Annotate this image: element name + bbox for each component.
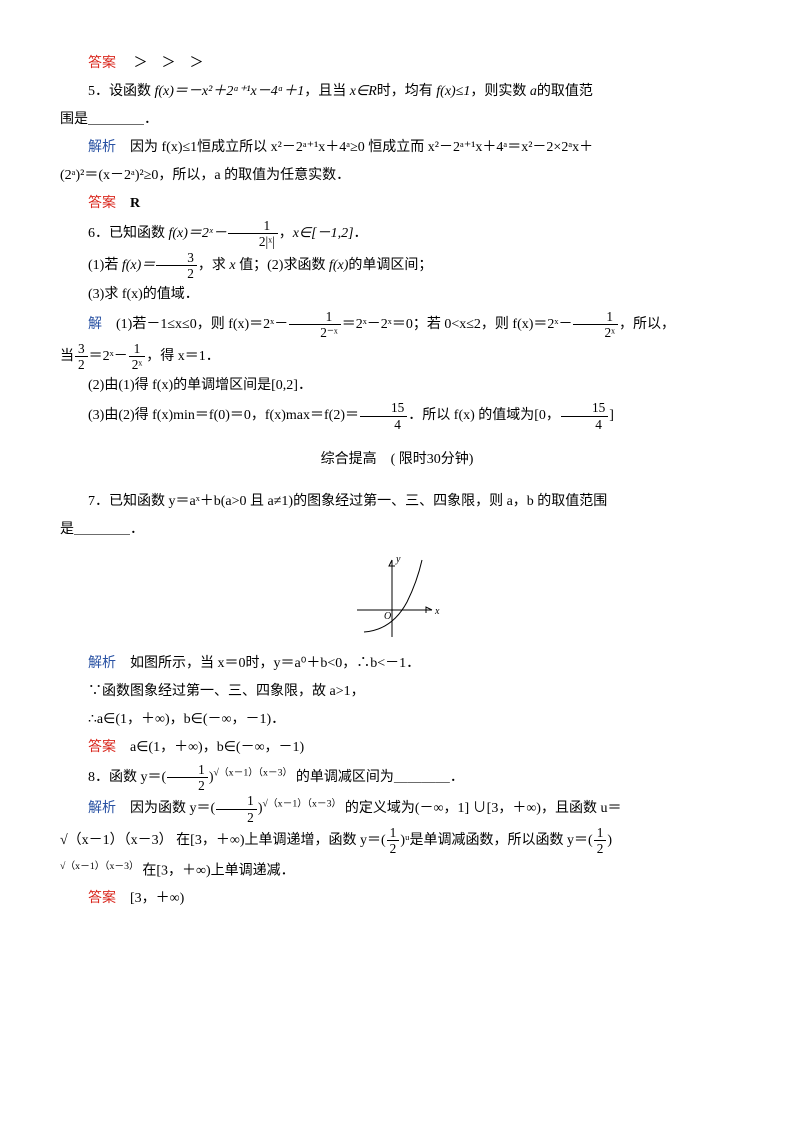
section-header: 综合提高 ( 限时30分钟) xyxy=(60,446,734,474)
p6-sol-3: (3)由(2)得 f(x)min＝f(0)＝0，f(x)max＝f(2)＝154… xyxy=(60,400,734,432)
fraction: 12 xyxy=(216,793,257,825)
p5-stem-line2: 围是＿＿＿＿． xyxy=(60,106,734,134)
p6-stem: 6．已知函数 f(x)＝2ˣ－12|ˣ|，x∈[－1,2]． xyxy=(60,218,734,250)
solution-label: 解 xyxy=(88,317,102,332)
svg-text:x: x xyxy=(434,606,440,617)
p4-answer: 答案 ＞ ＞ ＞ xyxy=(60,50,734,78)
fraction: 12 xyxy=(387,825,400,857)
p6-num: 6． xyxy=(88,226,109,241)
p8-ana-l1: 解析 因为函数 y＝(12)√（x－1）（x－3） 的定义域为(－∞，1] ∪[… xyxy=(60,793,734,825)
p7-num: 7． xyxy=(88,494,109,509)
fraction: 12⁻ˣ xyxy=(289,309,341,341)
p6-sol-l2: 当32＝2ˣ－12ˣ，得 x＝1． xyxy=(60,341,734,373)
analysis-label: 解析 xyxy=(88,140,116,155)
answer-label: 答案 xyxy=(88,56,116,71)
fraction: 32 xyxy=(75,341,88,373)
p7-stem-l1: 7．已知函数 y＝aˣ＋b(a>0 且 a≠1)的图象经过第一、三、四象限，则 … xyxy=(60,488,734,516)
p5-ans-text: R xyxy=(130,196,140,211)
p8-ana-l3: √（x－1）（x－3） 在[3，＋∞)上单调递减． xyxy=(60,857,734,886)
p7-ana-l3: ∴a∈(1，＋∞)，b∈(－∞，－1)． xyxy=(60,706,734,734)
p5-fxdef: f(x)＝－x²＋2ᵃ⁺¹x－4ᵃ＋1 xyxy=(155,84,305,99)
fraction: 32 xyxy=(156,250,197,282)
p7-answer: 答案 a∈(1，＋∞)，b∈(－∞，－1) xyxy=(60,734,734,762)
fraction: 12|ˣ| xyxy=(228,218,278,250)
analysis-label: 解析 xyxy=(88,656,116,671)
answer-label: 答案 xyxy=(88,891,116,906)
fraction: 12 xyxy=(167,762,208,794)
p7-stem-l2: 是＿＿＿＿． xyxy=(60,516,734,544)
fraction: 12ˣ xyxy=(573,309,618,341)
p5-analysis-l1: 解析 因为 f(x)≤1恒成立所以 x²－2ᵃ⁺¹x＋4ᵃ≥0 恒成立而 x²－… xyxy=(60,134,734,162)
p5-analysis-l2: (2ᵃ)²＝(x－2ᵃ)²≥0，所以，a 的取值为任意实数． xyxy=(60,162,734,190)
answer-label: 答案 xyxy=(88,740,116,755)
fraction: 154 xyxy=(360,400,407,432)
p5-answer: 答案 R xyxy=(60,190,734,218)
p6-sol-2: (2)由(1)得 f(x)的单调增区间是[0,2]． xyxy=(60,372,734,400)
p6-q1: (1)若 f(x)＝32，求 x 值；(2)求函数 f(x)的单调区间； xyxy=(60,250,734,282)
analysis-label: 解析 xyxy=(88,801,116,816)
p6-q3: (3)求 f(x)的值域． xyxy=(60,281,734,309)
answer-label: 答案 xyxy=(88,196,116,211)
p8-ans-text: [3，＋∞) xyxy=(130,891,184,906)
p7-ana-l1: 解析 如图所示，当 x＝0时，y＝a⁰＋b<0，∴b<－1． xyxy=(60,650,734,678)
svg-text:O: O xyxy=(384,611,391,622)
p5-stem-line1: 5．设函数 f(x)＝－x²＋2ᵃ⁺¹x－4ᵃ＋1，且当 x∈R时，均有 f(x… xyxy=(60,78,734,106)
fraction: 12ˣ xyxy=(129,341,146,373)
p8-answer: 答案 [3，＋∞) xyxy=(60,885,734,913)
p6-sol-l1: 解 (1)若－1≤x≤0，则 f(x)＝2ˣ－12⁻ˣ＝2ˣ－2ˣ＝0；若 0<… xyxy=(60,309,734,341)
exp-curve-graph: x y O xyxy=(352,552,442,642)
p5-num: 5． xyxy=(88,84,109,99)
fraction: 154 xyxy=(561,400,608,432)
p8-num: 8． xyxy=(88,770,109,785)
svg-text:y: y xyxy=(395,554,401,565)
p8-ana-l2: √（x－1）（x－3） 在[3，＋∞)上单调递增，函数 y＝(12)ᵘ是单调减函… xyxy=(60,825,734,857)
p8-stem: 8．函数 y＝(12)√（x－1）（x－3） 的单调减区间为＿＿＿＿． xyxy=(60,762,734,794)
fraction: 12 xyxy=(594,825,607,857)
p7-ana-l2: ∵函数图象经过第一、三、四象限，故 a>1， xyxy=(60,678,734,706)
p7-ans-text: a∈(1，＋∞)，b∈(－∞，－1) xyxy=(130,740,304,755)
p4-answer-text: ＞ ＞ ＞ xyxy=(134,56,204,71)
